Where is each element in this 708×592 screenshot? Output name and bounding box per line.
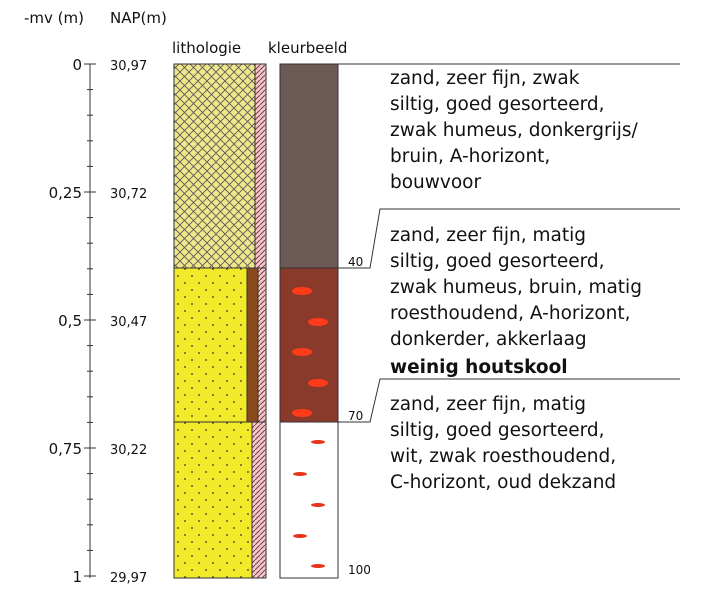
depth-cm-label: 40 [348,255,363,269]
note: weinig houtskool [390,357,568,378]
depth-header: -mv (m) [24,9,84,27]
description-line: zand, zeer fijn, zwak [390,68,580,89]
description-line: zand, zeer fijn, matig [390,394,586,415]
descriptions: zand, zeer fijn, zwak siltig, goed gesort… [348,68,642,577]
depth-cm-label: 100 [348,563,371,577]
description-line: wit, zwak roesthoudend, [390,446,616,467]
description-line: zwak humeus, donkergrijs/ [390,120,639,141]
color-column [279,63,339,579]
depth-tick-label: 1 [72,568,82,586]
nap-tick-label: 30,72 [110,187,147,202]
lithology-header: lithologie [172,39,241,57]
boundary-lines [338,63,680,423]
nap-header: NAP(m) [110,9,167,27]
description-line: siltig, goed gesorteerd, [390,251,605,272]
nap-tick-label: 30,22 [110,443,147,458]
depth-tick-label: 0 [72,56,82,74]
description-line: roesthoudend, A-horizont, [390,303,631,324]
description-line: bruin, A-horizont, [390,146,550,167]
color-header: kleurbeeld [268,39,347,57]
description-line: zwak humeus, bruin, matig [390,277,642,298]
depth-tick-label: 0,75 [49,440,82,458]
depth-tick-label: 0,25 [49,184,82,202]
depth-tick-label: 0,5 [58,312,82,330]
lithology-column [173,63,267,579]
nap-tick-label: 30,97 [110,59,147,74]
description-line: donkerder, akkerlaag [390,329,587,350]
nap-tick-label: 29,97 [110,571,147,586]
depth-axis: 0 30,97 0,25 30,72 0,5 30,47 0,75 30,22 1 29,97 [49,56,148,586]
description-line: siltig, goed gesorteerd, [390,420,605,441]
nap-tick-label: 30,47 [110,315,147,330]
description-line: siltig, goed gesorteerd, [390,94,605,115]
depth-cm-label: 70 [348,409,363,423]
headers: -mv (m) NAP(m) lithologie kleurbeeld [24,9,347,57]
description-line: zand, zeer fijn, matig [390,225,586,246]
description-line: bouwvoor [390,172,482,193]
description-line: C-horizont, oud dekzand [390,472,616,493]
